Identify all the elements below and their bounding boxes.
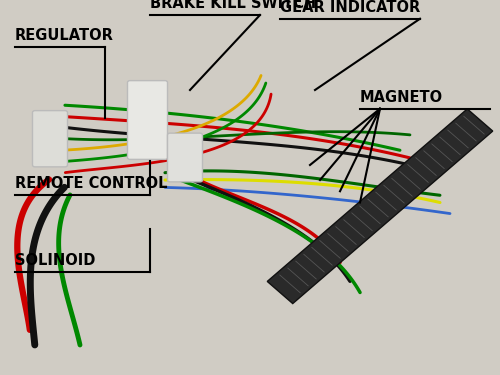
Text: REMOTE CONTROL: REMOTE CONTROL (15, 176, 168, 191)
Text: SOLINOID: SOLINOID (15, 253, 96, 268)
Text: GEAR INDICATOR: GEAR INDICATOR (280, 0, 420, 15)
FancyBboxPatch shape (32, 111, 68, 167)
Polygon shape (268, 109, 492, 304)
Text: BRAKE KILL SWITCH: BRAKE KILL SWITCH (150, 0, 316, 11)
FancyBboxPatch shape (168, 133, 202, 182)
FancyBboxPatch shape (128, 81, 168, 159)
Text: MAGNETO: MAGNETO (360, 90, 443, 105)
Text: REGULATOR: REGULATOR (15, 28, 114, 43)
